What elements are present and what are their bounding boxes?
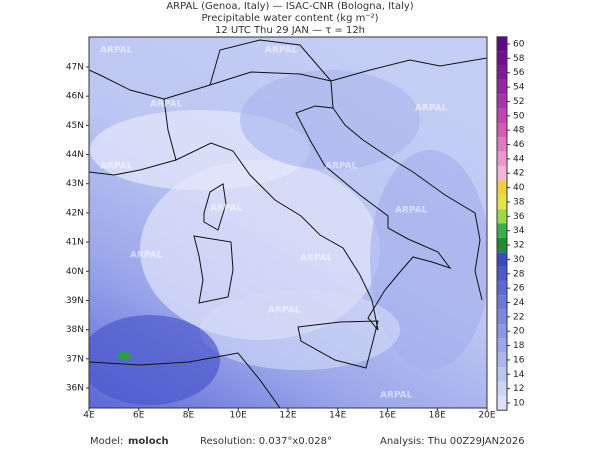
lat-label: 46N bbox=[66, 92, 84, 102]
colorbar-segment bbox=[497, 166, 507, 181]
colorbar: 10 12 14 16 18 20 22 24 26 28 30 32 34 36 38 40 42 44 46 48… bbox=[496, 36, 525, 411]
colorbar-segment bbox=[497, 252, 507, 267]
colorbar-segment bbox=[497, 151, 507, 167]
colorbar-label: 38 bbox=[513, 197, 525, 207]
colorbar-segment bbox=[497, 352, 507, 368]
colorbar-segment bbox=[497, 338, 507, 353]
lat-label: 36N bbox=[66, 384, 84, 394]
header-line: 12 UTC Thu 29 JAN — τ = 12h bbox=[215, 25, 365, 36]
lat-axis: 36N 37N 38N 39N 40N 41N 42N 43N 44N 45N 46N 47N bbox=[66, 63, 89, 394]
colorbar-segment bbox=[497, 108, 507, 123]
colorbar-segment bbox=[497, 180, 507, 195]
colorbar-label: 10 bbox=[513, 399, 525, 409]
colorbar-label: 30 bbox=[513, 255, 525, 265]
footer-analysis: Analysis: Thu 00Z29JAN2026 bbox=[380, 436, 525, 447]
lat-label: 38N bbox=[66, 325, 84, 335]
colorbar-label: 56 bbox=[513, 68, 525, 78]
colorbar-segment bbox=[497, 309, 507, 325]
lon-axis: 4E 6E 8E 10E 12E 14E 16E 18E 20E bbox=[83, 408, 496, 421]
lat-label: 41N bbox=[66, 238, 84, 248]
watermark: ARPAL bbox=[265, 46, 298, 56]
colorbar-label: 46 bbox=[513, 140, 525, 150]
lon-label: 10E bbox=[230, 411, 247, 421]
colorbar-segment bbox=[497, 280, 507, 296]
lat-label: 43N bbox=[66, 179, 84, 189]
watermark: ARPAL bbox=[268, 306, 301, 316]
footer-model: moloch bbox=[128, 436, 169, 447]
lat-label: 45N bbox=[66, 121, 84, 131]
lat-label: 40N bbox=[66, 267, 84, 277]
colorbar-label: 52 bbox=[513, 97, 524, 107]
header-line: ARPAL (Genoa, Italy) — ISAC-CNR (Bologna… bbox=[166, 1, 413, 12]
colorbar-segment bbox=[497, 237, 507, 253]
colorbar-label: 16 bbox=[513, 355, 525, 365]
lat-label: 42N bbox=[66, 208, 84, 218]
colorbar-segment bbox=[497, 295, 507, 310]
colorbar-label: 54 bbox=[513, 83, 525, 93]
colorbar-label: 40 bbox=[513, 183, 525, 193]
footer-resolution: Resolution: 0.037°x0.028° bbox=[200, 436, 332, 447]
lon-label: 18E bbox=[429, 411, 446, 421]
colorbar-segment bbox=[497, 122, 507, 138]
watermark: ARPAL bbox=[380, 391, 413, 401]
header-line: Precipitable water content (kg m⁻²) bbox=[201, 13, 378, 24]
colorbar-label: 12 bbox=[513, 384, 524, 394]
colorbar-label: 44 bbox=[513, 154, 525, 164]
lat-label: 37N bbox=[66, 354, 84, 364]
colorbar-label: 42 bbox=[513, 169, 524, 179]
colorbar-label: 20 bbox=[513, 327, 525, 337]
map-field: ARPAL ARPAL ARPAL ARPAL ARPAL ARPAL ARPA… bbox=[89, 37, 487, 408]
colorbar-segment bbox=[497, 194, 507, 210]
colorbar-segment bbox=[497, 36, 507, 52]
colorbar-segment bbox=[497, 65, 507, 80]
colorbar-segment bbox=[497, 381, 507, 396]
colorbar-label: 18 bbox=[513, 341, 525, 351]
colorbar-label: 32 bbox=[513, 241, 524, 251]
lon-label: 4E bbox=[83, 411, 95, 421]
watermark: ARPAL bbox=[210, 204, 243, 214]
colorbar-label: 22 bbox=[513, 312, 524, 322]
colorbar-segment bbox=[497, 367, 507, 382]
colorbar-frame bbox=[496, 36, 508, 411]
colorbar-label: 48 bbox=[513, 126, 525, 136]
watermark: ARPAL bbox=[130, 251, 163, 261]
lon-label: 8E bbox=[183, 411, 195, 421]
colorbar-segment bbox=[497, 324, 507, 339]
watermark: ARPAL bbox=[415, 104, 448, 114]
watermark: ARPAL bbox=[395, 206, 428, 216]
colorbar-segment bbox=[497, 223, 507, 238]
lat-label: 47N bbox=[66, 63, 84, 73]
colorbar-label: 50 bbox=[513, 111, 525, 121]
colorbar-segment bbox=[497, 94, 507, 109]
colorbar-segment bbox=[497, 137, 507, 152]
watermark: ARPAL bbox=[325, 162, 358, 172]
watermark: ARPAL bbox=[150, 100, 183, 110]
watermark: ARPAL bbox=[100, 162, 133, 172]
watermark: ARPAL bbox=[300, 254, 333, 264]
colorbar-label: 24 bbox=[513, 298, 525, 308]
footer-model-label: Model: bbox=[90, 436, 123, 447]
colorbar-label: 60 bbox=[513, 40, 525, 50]
lon-label: 16E bbox=[379, 411, 396, 421]
colorbar-label: 34 bbox=[513, 226, 525, 236]
colorbar-segment bbox=[497, 209, 507, 224]
colorbar-label: 26 bbox=[513, 284, 525, 294]
lon-label: 14E bbox=[329, 411, 346, 421]
colorbar-segment bbox=[497, 79, 507, 95]
colorbar-label: 58 bbox=[513, 54, 525, 64]
lat-label: 39N bbox=[66, 296, 84, 306]
colorbar-segment bbox=[497, 395, 507, 411]
colorbar-label: 28 bbox=[513, 269, 525, 279]
lat-label: 44N bbox=[66, 150, 84, 160]
watermark: ARPAL bbox=[100, 46, 133, 56]
colorbar-label: 14 bbox=[513, 370, 525, 380]
colorbar-label: 36 bbox=[513, 212, 525, 222]
lon-label: 6E bbox=[133, 411, 145, 421]
colorbar-segment bbox=[497, 266, 507, 281]
lon-label: 12E bbox=[279, 411, 296, 421]
colorbar-segment bbox=[497, 51, 507, 66]
lon-label: 20E bbox=[478, 411, 495, 421]
